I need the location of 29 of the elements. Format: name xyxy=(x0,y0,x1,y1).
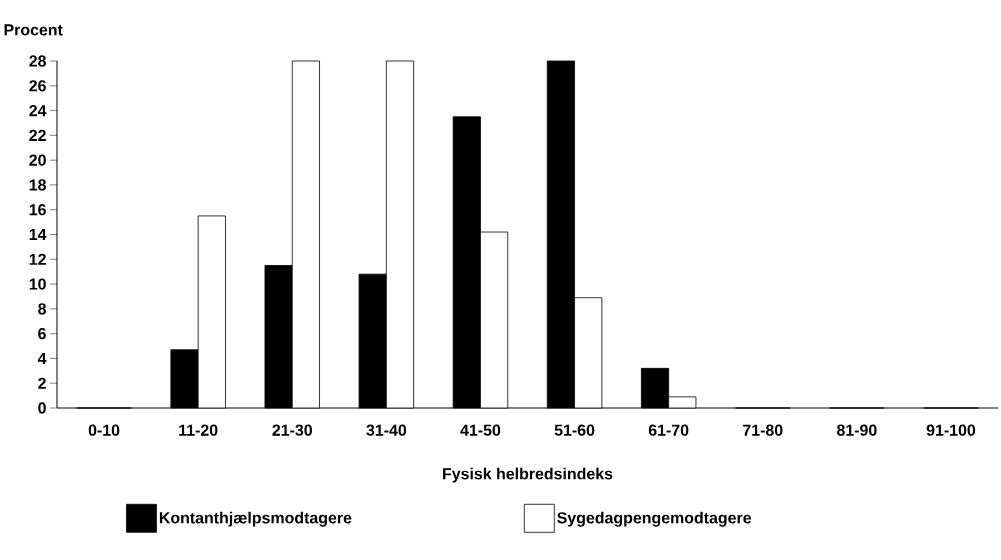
x-tick-label: 31-40 xyxy=(366,424,407,436)
y-tick-label: 20 xyxy=(29,154,46,166)
y-tick-label: 8 xyxy=(38,303,46,315)
x-tick-label: 81-90 xyxy=(836,424,877,436)
y-tick-label: 16 xyxy=(29,204,46,216)
y-tick-label: 24 xyxy=(29,105,47,117)
legend-label: Sygedagpengemodtagere xyxy=(557,511,752,527)
x-axis-title: Fysisk helbredsindeks xyxy=(443,467,613,483)
y-tick-label: 4 xyxy=(37,352,47,364)
legend-label: Kontanthjælpsmodtagere xyxy=(159,511,352,527)
y-axis-title: Procent xyxy=(4,24,63,36)
y-tick-label: 26 xyxy=(29,80,46,92)
y-tick-label: 10 xyxy=(29,278,46,290)
x-tick-label: 41-50 xyxy=(460,424,501,436)
x-tick-label: 11-20 xyxy=(179,424,218,436)
y-tick-label: 0 xyxy=(38,402,46,414)
y-tick-label: 14 xyxy=(29,229,47,240)
y-tick-label: 6 xyxy=(38,328,46,340)
y-tick-label: 28 xyxy=(29,55,46,67)
y-tick-label: 12 xyxy=(29,253,46,265)
x-tick-label: 91-100 xyxy=(926,424,976,436)
x-tick-label: 61-70 xyxy=(648,424,689,436)
y-tick-label: 22 xyxy=(29,129,46,141)
x-tick-label: 51-60 xyxy=(554,424,595,436)
x-tick-label: 0-10 xyxy=(88,424,120,436)
y-tick-label: 18 xyxy=(29,179,46,191)
y-tick-label: 2 xyxy=(38,377,46,389)
x-tick-label: 21-30 xyxy=(272,424,312,436)
x-tick-label: 71-80 xyxy=(743,424,783,436)
